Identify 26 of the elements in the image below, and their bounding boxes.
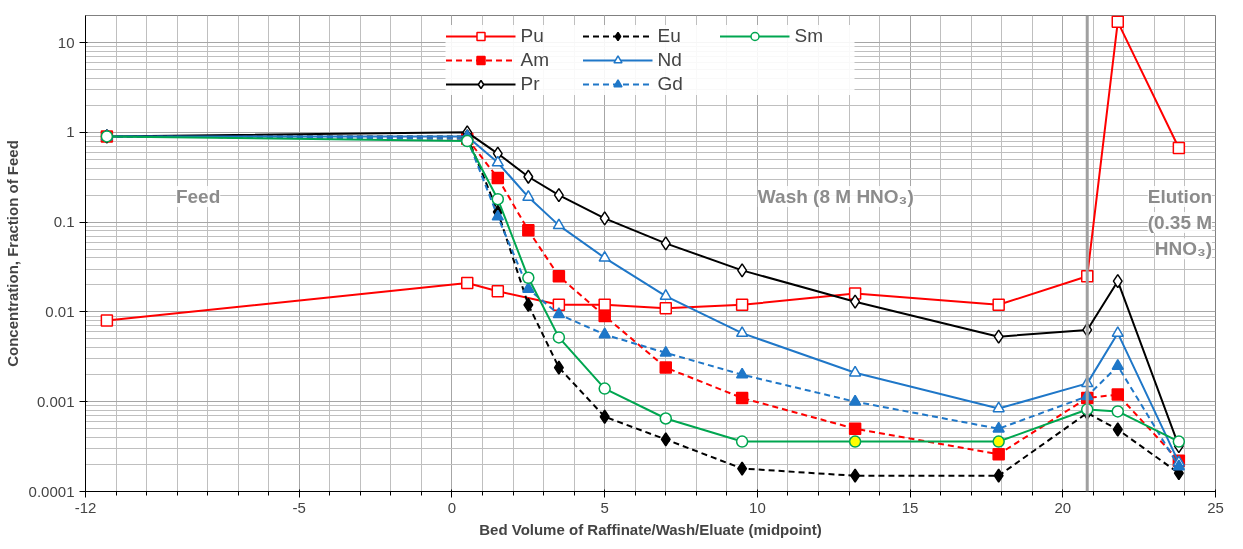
- x-tick-label: 25: [1207, 498, 1224, 516]
- legend-label: Am: [520, 49, 550, 71]
- legend-label: Nd: [657, 49, 683, 71]
- y-tick-label: 0.01: [45, 302, 75, 320]
- y-tick-label: 10: [57, 33, 75, 51]
- y-tick-label: 0.1: [53, 213, 75, 231]
- y-axis-title: Concentration, Fraction of Feed: [3, 140, 21, 367]
- legend-label: Eu: [657, 25, 682, 47]
- annotation: Feed: [175, 185, 221, 207]
- y-tick-label: 1: [66, 123, 75, 141]
- x-tick-label: 0: [447, 498, 457, 516]
- x-tick-label: -5: [292, 498, 306, 516]
- legend-label: Sm: [794, 25, 824, 47]
- y-tick-label: 0.0001: [28, 482, 75, 500]
- legend-label: Gd: [657, 73, 684, 95]
- x-tick-label: 15: [901, 498, 919, 516]
- x-tick-label: 5: [600, 498, 609, 516]
- annotation: Wash (8 M HNO₃): [757, 185, 914, 207]
- annotation: Elution (0.35 M HNO₃): [1147, 185, 1213, 260]
- x-tick-label: 20: [1054, 498, 1072, 516]
- legend-label: Pu: [520, 25, 545, 47]
- legend-label: Pr: [520, 73, 541, 95]
- y-tick-label: 0.001: [36, 392, 75, 410]
- x-axis-title: Bed Volume of Raffinate/Wash/Eluate (midpoint): [479, 520, 822, 538]
- x-tick-label: -12: [74, 498, 97, 516]
- x-tick-label: 10: [749, 498, 766, 516]
